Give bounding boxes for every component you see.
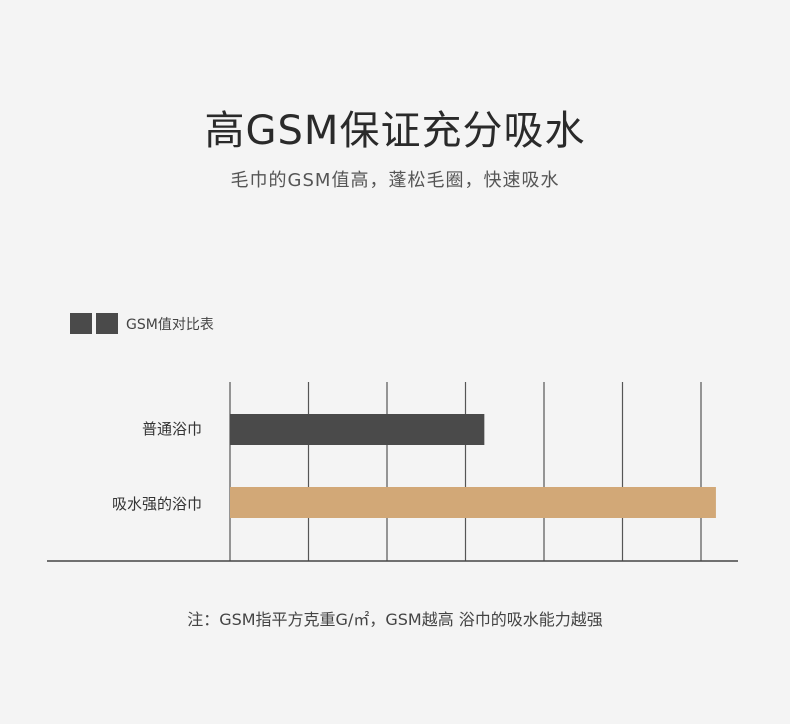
page-subtitle: 毛巾的GSM值高，蓬松毛圈，快速吸水: [230, 170, 560, 191]
legend: GSM值对比表: [70, 313, 214, 334]
bar: [230, 414, 485, 445]
bar: [230, 487, 716, 518]
legend-swatch: [70, 313, 92, 334]
category-label: 普通浴巾: [141, 420, 202, 438]
footnote: 注：GSM指平方克重G/㎡，GSM越高 浴巾的吸水能力越强: [187, 610, 603, 629]
legend-label: GSM值对比表: [126, 316, 214, 333]
page-title: 高GSM保证充分吸水: [204, 108, 586, 154]
category-label: 吸水强的浴巾: [111, 495, 202, 513]
legend-swatch: [96, 313, 118, 334]
